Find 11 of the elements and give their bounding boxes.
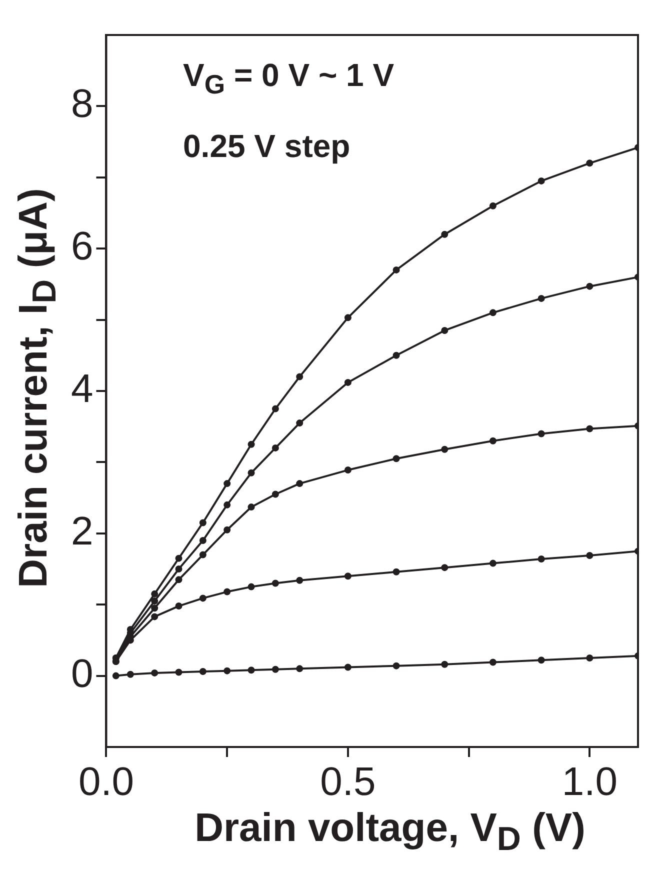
x-tick-label: 0.0 <box>78 760 134 804</box>
x-tick-label: 0.5 <box>320 760 376 804</box>
y-tick-label: 4 <box>70 367 94 412</box>
x-axis-title: Drain voltage, V$_{D}$ (V) <box>194 806 586 859</box>
annotation: V$_{G}$ = 0 V ~ 1 V <box>183 56 394 102</box>
y-tick-label: 8 <box>70 82 94 126</box>
y-tick-label: 0 <box>70 652 94 696</box>
x-tick-label: 1.0 <box>562 760 618 804</box>
y-tick-label: 2 <box>70 509 94 554</box>
annotation: 0.25 V step <box>183 127 352 166</box>
y-tick-label: 6 <box>70 224 94 269</box>
